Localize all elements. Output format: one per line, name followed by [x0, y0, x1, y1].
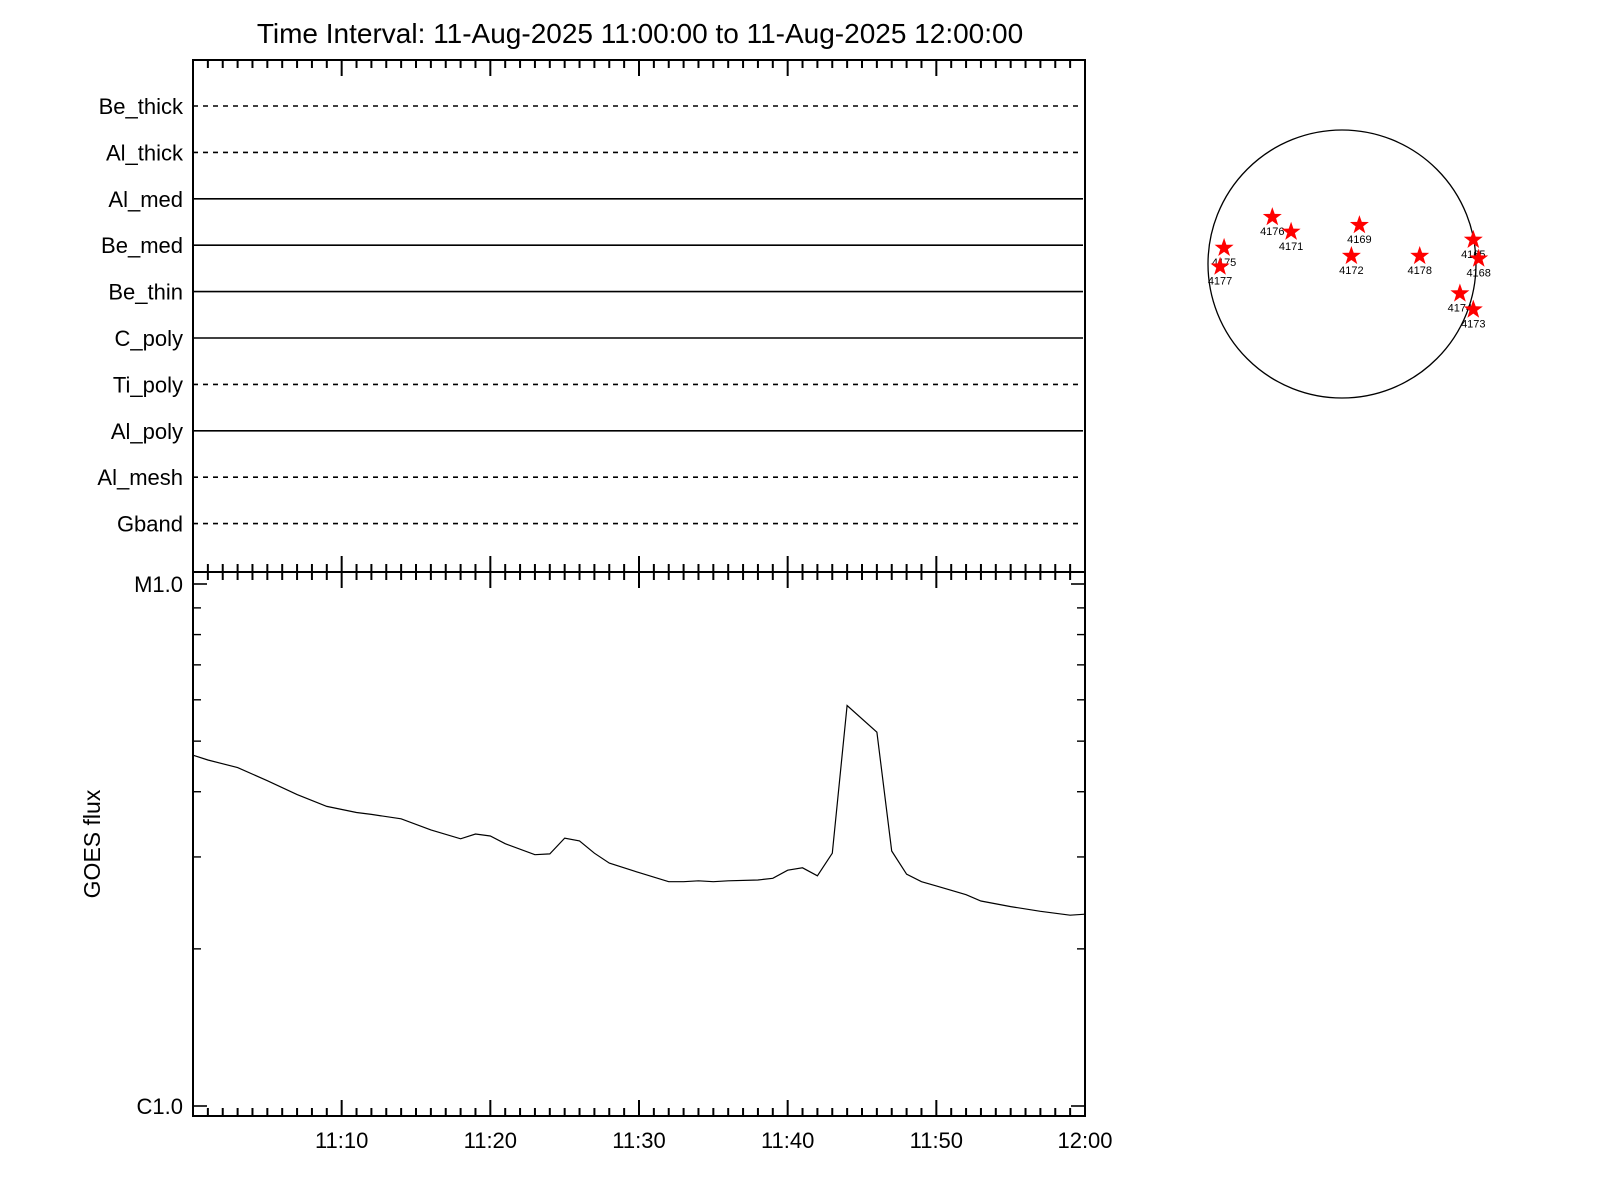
- goes-y-axis-label: GOES flux: [79, 789, 105, 898]
- chart-title: Time Interval: 11-Aug-2025 11:00:00 to 1…: [257, 18, 1023, 49]
- filter-label: Be_thin: [108, 280, 183, 305]
- active-region-label: 4171: [1279, 241, 1303, 253]
- active-region-star: [1450, 283, 1470, 302]
- active-region-star: [1349, 215, 1369, 234]
- active-region-label: 4174: [1448, 302, 1472, 314]
- filter-label: Ti_poly: [113, 372, 183, 397]
- active-region-star: [1281, 221, 1301, 240]
- x-tick-label: 11:50: [910, 1128, 963, 1153]
- active-region-label: 4176: [1260, 226, 1284, 238]
- active-region-star: [1463, 299, 1483, 318]
- goes-ytick-labels: C1.0 M1.0: [134, 572, 183, 1119]
- x-tick-label: 11:40: [761, 1128, 814, 1153]
- active-region-star: [1210, 256, 1230, 275]
- x-tick-label: 11:20: [464, 1128, 517, 1153]
- active-region-label: 4169: [1347, 234, 1371, 246]
- active-region-label: 4173: [1461, 319, 1485, 331]
- active-region-label: 4168: [1466, 268, 1490, 280]
- y-tick-label: M1.0: [134, 572, 183, 597]
- goes-xtick-labels: 11:10 11:20 11:30 11:40 11:50 12:00: [315, 1128, 1113, 1153]
- goes-flux-series-line: [192, 704, 1086, 916]
- x-tick-label: 11:10: [315, 1128, 368, 1153]
- active-region-star: [1341, 246, 1361, 265]
- active-region-label: 4177: [1208, 276, 1232, 288]
- active-region-star: [1410, 246, 1430, 265]
- filter-timeline-panel: Be_thick Al_thick Al_med Be_med Be_thin C_pol…: [97, 59, 1086, 573]
- goes-flux-panel: C1.0M1.0 11:10 11:20 11:30 11:40 11:50 12:00 …: [79, 571, 1113, 1153]
- filter-label: Al_thick: [106, 140, 184, 165]
- x-tick-label: 12:00: [1057, 1128, 1112, 1153]
- x-tick-label: 11:30: [612, 1128, 665, 1153]
- filter-lines: Be_thick Al_thick Al_med Be_med Be_thin C_pol…: [97, 94, 1083, 537]
- filter-label: Al_med: [108, 187, 183, 212]
- active-region-star: [1214, 237, 1234, 256]
- filter-panel-ticks: [192, 60, 1086, 572]
- y-tick-label: C1.0: [137, 1094, 183, 1119]
- filter-label: Be_med: [101, 233, 183, 258]
- filter-label: Al_mesh: [97, 465, 183, 490]
- filter-label: Be_thick: [99, 94, 184, 119]
- active-region-star: [1463, 229, 1483, 248]
- active-region-label: 4178: [1407, 265, 1431, 277]
- active-region-label: 4172: [1339, 265, 1363, 277]
- filter-label: Gband: [117, 512, 183, 537]
- active-region-star: [1469, 248, 1489, 267]
- active-region-star: [1262, 207, 1282, 226]
- filter-label: Al_poly: [111, 419, 183, 444]
- goes-panel-ticks: [192, 572, 1086, 1116]
- filter-label: C_poly: [115, 326, 183, 351]
